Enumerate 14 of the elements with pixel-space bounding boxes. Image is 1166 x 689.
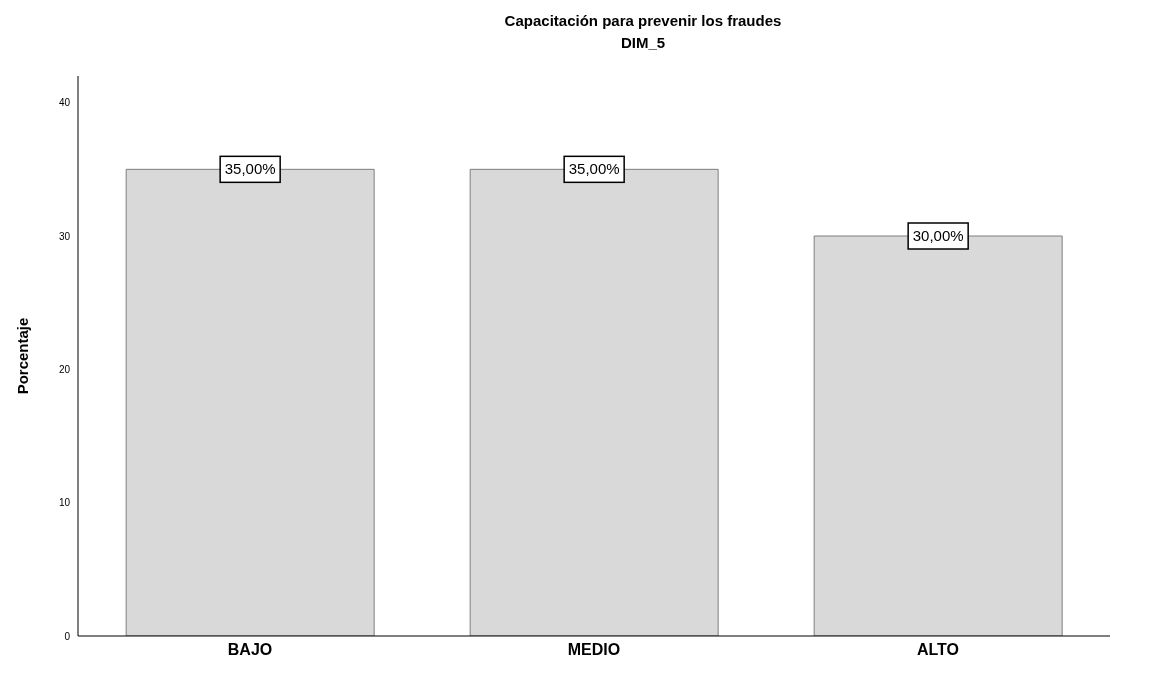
y-tick-label: 40 [58,97,71,109]
chart-title: Capacitación para prevenir los fraudes [503,11,783,31]
y-tick-label: 30 [58,230,71,242]
x-tick-label: MEDIO [567,641,621,659]
chart-subtitle: DIM_5 [619,34,667,53]
y-tick-label: 20 [58,363,71,375]
y-tick-label: 0 [64,630,71,642]
y-axis-title: Porcentaje [14,317,32,395]
data-label: 35,00% [568,160,620,178]
y-tick-label: 10 [58,497,71,509]
data-label: 30,00% [912,227,964,244]
x-tick-label: ALTO [916,641,960,659]
data-label: 35,00% [224,160,276,178]
x-tick-label: BAJO [227,641,273,659]
